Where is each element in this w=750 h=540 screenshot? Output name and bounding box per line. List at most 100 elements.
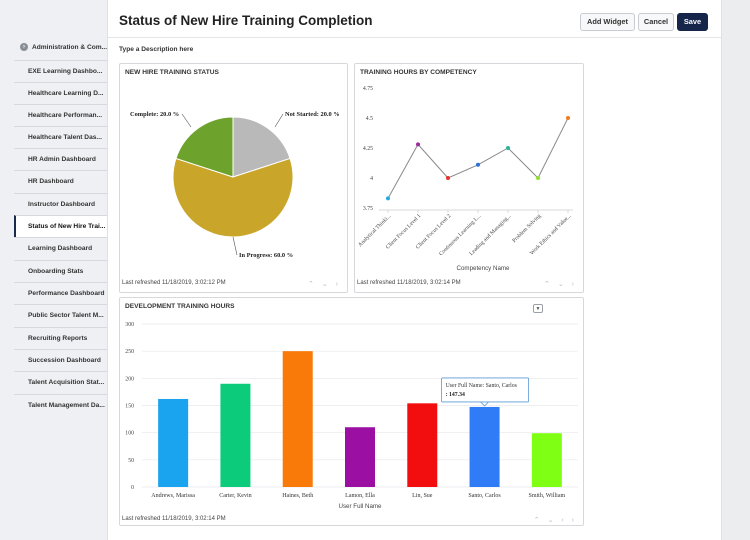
tooltip-value: : 147.34	[446, 392, 465, 398]
y-tick-label: 50	[128, 458, 134, 464]
sidebar-item-label: Healthcare Learning D...	[28, 90, 104, 97]
panel-title: DEVELOPMENT TRAINING HOURS	[125, 303, 235, 310]
sidebar: › Administration & Com... EXE Learning Das…	[0, 0, 107, 540]
tooltip-box	[441, 377, 529, 403]
pie-leader-line	[274, 113, 284, 128]
sidebar-item-label: Healthcare Performan...	[28, 112, 103, 119]
sidebar-item-label: Healthcare Talent Das...	[28, 134, 102, 141]
sidebar-item[interactable]: Healthcare Talent Das...	[14, 126, 107, 148]
sidebar-item-label: Onboarding Stats	[28, 268, 84, 275]
x-tick-label: Andrews, Marissa	[151, 493, 195, 499]
x-tick-label: Lamon, Ella	[345, 493, 375, 499]
panel-nav-arrows[interactable]: ⌃ ⌄ ›	[308, 281, 341, 288]
x-tick-label: Haines, Beth	[282, 493, 313, 499]
last-refreshed: Last refreshed 11/18/2019, 3:02:14 PM	[357, 280, 461, 286]
x-tick-label: Lin, Sue	[412, 493, 433, 499]
sidebar-item-label: HR Dashboard	[28, 178, 74, 185]
y-tick-label: 4.25	[363, 146, 373, 152]
y-tick-label: 250	[125, 349, 134, 355]
sidebar-item-label: Public Sector Talent M...	[28, 312, 104, 319]
x-axis-label: User Full Name	[339, 503, 383, 510]
caret-down-icon[interactable]: ▼	[533, 304, 543, 313]
pie-chart: Not Started: 20.0 % In Progress: 60.0 % Co…	[130, 111, 340, 259]
sidebar-item-label: Succession Dashboard	[28, 357, 101, 364]
tooltip-pointer	[479, 401, 490, 407]
x-tick-label: Smith, William	[529, 493, 566, 499]
sidebar-item[interactable]: Healthcare Learning D...	[14, 82, 107, 104]
bar-chart: 300 250 200 150 100 50 0 Andrews, Marissa Carter…	[125, 322, 578, 510]
sidebar-item[interactable]: HR Admin Dashboard	[14, 148, 107, 170]
bar	[531, 433, 562, 487]
pie-slice-label: Not Started: 20.0 %	[285, 111, 340, 118]
y-tick-label: 4.5	[366, 116, 373, 122]
save-button[interactable]: Save	[677, 13, 708, 31]
panel-nav-arrows[interactable]: ⌃ ⌄ ›	[544, 281, 577, 288]
series-line	[387, 117, 569, 199]
sidebar-item[interactable]: Status of New Hire Trai...	[14, 215, 107, 237]
tooltip: User Full Name: Santo, Carlos : 147.34	[441, 377, 529, 407]
pie-leader-line	[181, 113, 192, 128]
y-tick-label: 4.75	[363, 86, 373, 92]
sidebar-item[interactable]: Learning Dashboard	[14, 237, 107, 259]
page-title: Status of New Hire Training Completion	[119, 13, 373, 28]
sidebar-item[interactable]: Public Sector Talent M...	[14, 304, 107, 326]
panel-title: NEW HIRE TRAINING STATUS	[125, 69, 219, 76]
sidebar-item[interactable]: Onboarding Stats	[14, 260, 107, 282]
y-tick-label: 100	[125, 431, 134, 437]
sidebar-item[interactable]: Instructor Dashboard	[14, 193, 107, 215]
bar	[282, 351, 313, 487]
panel-nav-arrows[interactable]: ⌃ ⌄ ‹ ›	[533, 517, 577, 524]
sidebar-item[interactable]: HR Dashboard	[14, 170, 107, 192]
sidebar-item[interactable]: Talent Management Da...	[14, 394, 107, 416]
last-refreshed: Last refreshed 11/18/2019, 3:02:14 PM	[122, 516, 226, 522]
sidebar-item[interactable]: Healthcare Performan...	[14, 104, 107, 126]
last-refreshed: Last refreshed 11/18/2019, 3:02:12 PM	[122, 280, 226, 286]
data-point	[566, 116, 570, 120]
pie-slice	[175, 116, 234, 178]
sidebar-item[interactable]: Succession Dashboard	[14, 349, 107, 371]
sidebar-item-label: Recruiting Reports	[28, 335, 88, 342]
bar	[158, 398, 189, 487]
data-point	[446, 176, 450, 180]
pie-slice-label: In Progress: 60.0 %	[239, 252, 293, 259]
sidebar-item-label: Learning Dashboard	[28, 245, 93, 252]
x-tick-label: Carter, Kevin	[219, 493, 251, 499]
data-point	[416, 142, 420, 147]
y-tick-label: 150	[125, 404, 134, 410]
add-widget-button[interactable]: Add Widget	[580, 13, 635, 31]
sidebar-item-label: Talent Acquisition Stat...	[28, 379, 105, 386]
bar	[220, 383, 251, 487]
data-point	[476, 162, 480, 167]
data-point	[506, 146, 510, 150]
y-tick-label: 3.75	[363, 206, 373, 212]
bar	[407, 403, 438, 487]
sidebar-item[interactable]: Performance Dashboard	[14, 282, 107, 304]
competency-panel: TRAINING HOURS BY COMPETENCY 4.75 4.5 4.25…	[354, 63, 584, 293]
sidebar-item-label: Administration & Com...	[32, 44, 107, 51]
x-tick-label: Problem Solving	[511, 213, 542, 244]
description-text[interactable]: Type a Description here	[119, 46, 194, 53]
development-panel: DEVELOPMENT TRAINING HOURS ▼ 300 250 200 15…	[119, 297, 584, 526]
sidebar-item[interactable]: EXE Learning Dashbo...	[14, 60, 107, 82]
sidebar-item-label: Talent Management Da...	[28, 402, 105, 409]
y-tick-label: 200	[125, 376, 134, 382]
sidebar-item[interactable]: Recruiting Reports	[14, 327, 107, 349]
main-content: Status of New Hire Training Completion A…	[107, 0, 722, 540]
sidebar-item-label: EXE Learning Dashbo...	[28, 68, 103, 75]
pie-slice-label: Complete: 20.0 %	[130, 111, 179, 118]
panel-title: TRAINING HOURS BY COMPETENCY	[360, 69, 477, 76]
new-hire-status-panel: NEW HIRE TRAINING STATUS Not Started: 20…	[119, 63, 348, 293]
sidebar-item-label: Status of New Hire Trai...	[28, 223, 106, 230]
bar	[469, 406, 500, 487]
sidebar-item-label: Instructor Dashboard	[28, 201, 96, 208]
x-tick-label: Santo, Carlos	[468, 493, 501, 499]
data-point	[386, 196, 390, 201]
sidebar-item[interactable]: Talent Acquisition Stat...	[14, 371, 107, 393]
bar	[345, 427, 375, 487]
x-axis-label: Competency Name	[457, 265, 511, 272]
tooltip-line: User Full Name: Santo, Carlos	[446, 383, 518, 389]
y-tick-label: 4	[370, 176, 373, 182]
cancel-button[interactable]: Cancel	[638, 13, 674, 31]
sidebar-item[interactable]: › Administration & Com...	[14, 37, 107, 59]
